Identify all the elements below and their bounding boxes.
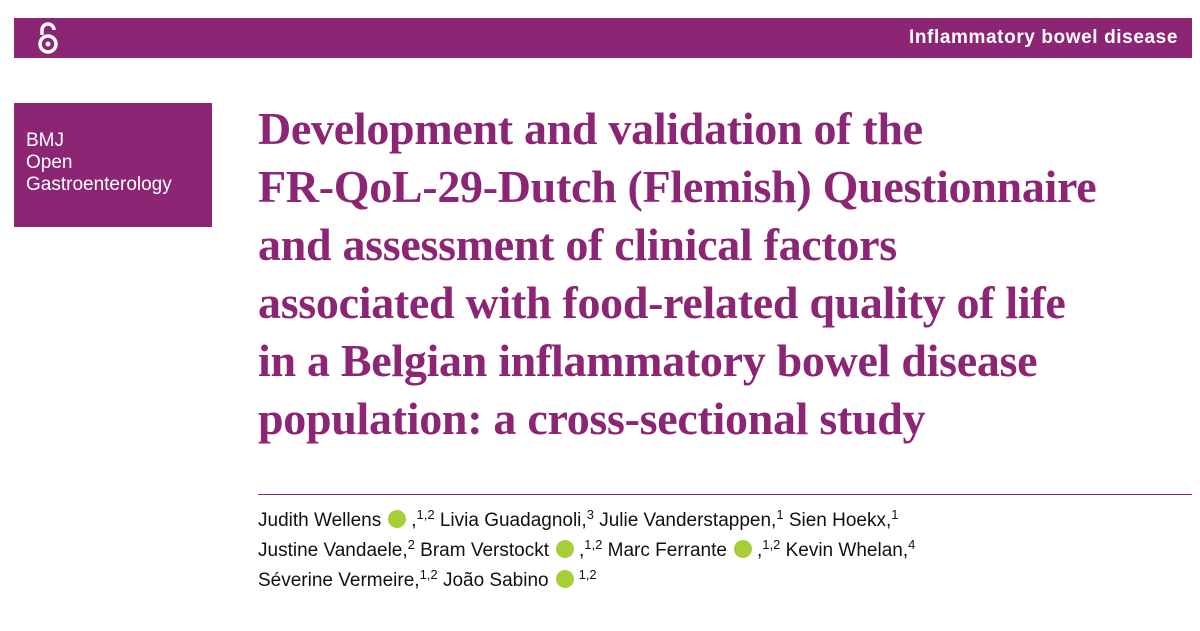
punctuation: , — [581, 510, 587, 531]
author-line: Judith Wellens ,1,2 Livia Guadagnoli,3 Ju… — [258, 506, 915, 536]
affiliation: 1,2 — [416, 507, 435, 522]
orcid-icon — [733, 540, 752, 558]
author-list: Judith Wellens ,1,2 Livia Guadagnoli,3 Ju… — [258, 506, 915, 596]
orcid-icon — [556, 540, 574, 558]
affiliation: 3 — [586, 507, 594, 522]
affiliation: 1,2 — [578, 567, 597, 582]
journal-name: BMJ — [26, 130, 64, 151]
punctuation: , — [756, 540, 763, 561]
punctuation: , — [886, 510, 892, 531]
affiliation: 1,2 — [419, 567, 438, 582]
punctuation: , — [579, 540, 585, 561]
affiliation: 1,2 — [762, 537, 781, 552]
affiliation: 2 — [407, 537, 415, 552]
divider — [258, 494, 1192, 495]
journal-name: Open — [26, 152, 73, 173]
author-name: Julie Vanderstappen — [599, 510, 772, 531]
affiliation: 1,2 — [584, 537, 603, 552]
orcid-icon — [555, 570, 574, 588]
author-name: Séverine Vermeire — [258, 570, 415, 591]
affiliation: 4 — [908, 537, 916, 552]
author-name: Justine Vandaele — [258, 540, 403, 561]
article-title: Development and validation of the FR-QoL-… — [258, 100, 1097, 448]
punctuation: , — [902, 540, 909, 561]
open-access-icon — [38, 22, 58, 54]
author-name: Judith Wellens — [258, 510, 382, 531]
title-line: associated with food-related quality of … — [258, 277, 1066, 328]
author-name: Marc Ferrante — [607, 540, 727, 561]
journal-logo: BMJ Open Gastroenterology — [14, 103, 212, 227]
punctuation: , — [402, 540, 408, 561]
punctuation: , — [771, 510, 777, 531]
author-name: João Sabino — [442, 570, 549, 591]
author-name: Sien Hoekx — [788, 510, 886, 531]
author-line: Séverine Vermeire,1,2 João Sabino 1,2 — [258, 566, 915, 596]
title-line: population: a cross-sectional study — [258, 393, 926, 444]
journal-name: Gastroenterology — [26, 174, 172, 195]
author-name: Kevin Whelan — [785, 540, 903, 561]
header-bar: Inflammatory bowel disease — [14, 18, 1192, 58]
author-line: Justine Vandaele,2 Bram Verstockt ,1,2 Ma… — [258, 536, 915, 566]
title-line: FR-QoL-29-Dutch (Flemish) Questionnaire — [258, 161, 1097, 212]
punctuation: , — [411, 510, 417, 531]
author-name: Bram Verstockt — [420, 540, 549, 561]
author-name: Livia Guadagnoli — [439, 510, 582, 531]
title-line: and assessment of clinical factors — [258, 219, 897, 270]
title-line: Development and validation of the — [258, 103, 923, 154]
affiliation: 1 — [776, 507, 784, 522]
section-label: Inflammatory bowel disease — [908, 27, 1178, 48]
title-line: in a Belgian inflammatory bowel disease — [258, 335, 1038, 386]
orcid-icon — [388, 510, 407, 528]
affiliation: 1 — [891, 507, 899, 522]
punctuation: , — [414, 570, 420, 591]
